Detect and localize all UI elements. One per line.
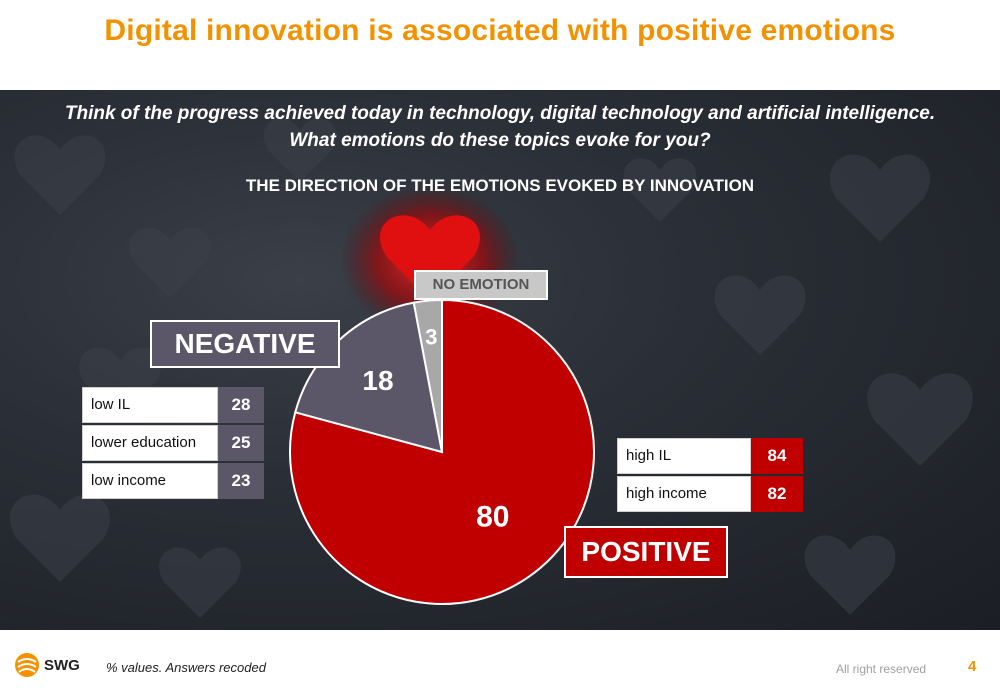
slice-positive-value-label: 80 bbox=[476, 500, 509, 533]
table-row: high IL 84 bbox=[617, 438, 803, 474]
negative-breakdown-table: low IL 28 lower education 25 low income … bbox=[82, 387, 264, 501]
slice-negative-value-label: 18 bbox=[362, 365, 393, 396]
footer-note: % values. Answers recoded bbox=[106, 660, 266, 675]
swg-logo: SWG bbox=[14, 652, 80, 678]
question-line-2: What emotions do these topics evoke for … bbox=[289, 130, 711, 151]
question: Think of the progress achieved today in … bbox=[0, 100, 1000, 154]
row-label: lower education bbox=[82, 425, 218, 461]
row-label: high IL bbox=[617, 438, 751, 474]
pie-chart: 80 18 3 bbox=[289, 298, 595, 605]
copyright: All right reserved bbox=[836, 662, 927, 676]
row-value: 28 bbox=[218, 387, 264, 423]
logo-text: SWG bbox=[44, 656, 80, 674]
row-value: 84 bbox=[751, 438, 803, 474]
chart-subtitle: THE DIRECTION OF THE EMOTIONS EVOKED BY … bbox=[245, 176, 755, 195]
positive-label: POSITIVE bbox=[564, 526, 728, 578]
chart-panel: Think of the progress achieved today in … bbox=[0, 90, 1000, 630]
page-title: Digital innovation is associated with po… bbox=[104, 14, 896, 47]
swg-logo-icon bbox=[15, 653, 39, 677]
no-emotion-label: NO EMOTION bbox=[414, 270, 548, 300]
row-value: 23 bbox=[218, 463, 264, 499]
table-row: high income 82 bbox=[617, 476, 803, 512]
slice-positive bbox=[289, 298, 595, 605]
row-label: high income bbox=[617, 476, 751, 512]
table-row: low income 23 bbox=[82, 463, 264, 499]
row-label: low income bbox=[82, 463, 218, 499]
row-value: 25 bbox=[218, 425, 264, 461]
positive-breakdown-table: high IL 84 high income 82 bbox=[617, 438, 803, 514]
slice-no-emotion bbox=[412, 298, 443, 453]
row-label: low IL bbox=[82, 387, 218, 423]
page-number: 4 bbox=[968, 658, 977, 675]
slice-no-emotion-value-label: 3 bbox=[425, 324, 437, 349]
row-value: 82 bbox=[751, 476, 803, 512]
table-row: low IL 28 bbox=[82, 387, 264, 423]
question-line-1: Think of the progress achieved today in … bbox=[64, 103, 936, 124]
table-row: lower education 25 bbox=[82, 425, 264, 461]
negative-label: NEGATIVE bbox=[150, 320, 340, 368]
